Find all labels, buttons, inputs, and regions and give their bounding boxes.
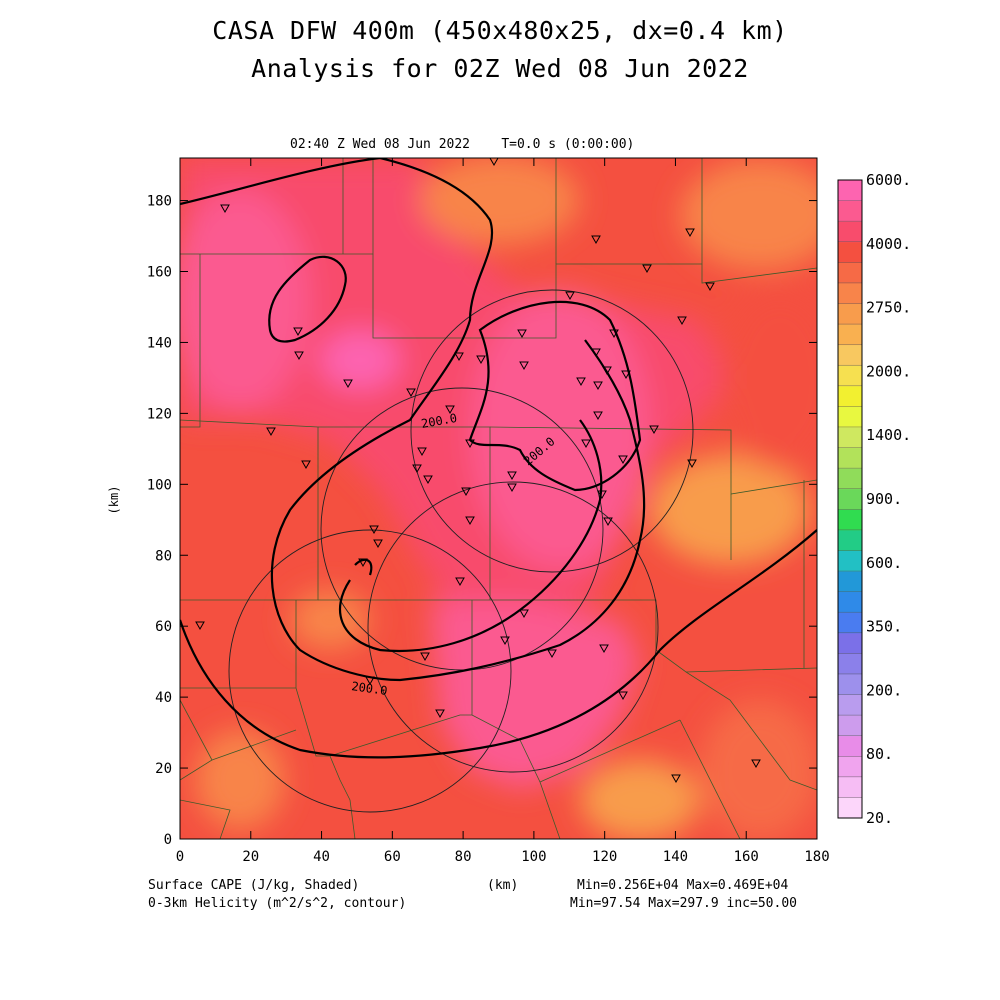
- colorbar-label: 20.: [866, 809, 893, 827]
- cape-region-orange-ne: [420, 158, 580, 245]
- cape-region-orange-ne2: [680, 160, 817, 270]
- footer-left-2: 0-3km Helicity (m^2/s^2, contour): [148, 896, 407, 911]
- colorbar-label: 2750.: [866, 299, 911, 317]
- colorbar-frame: [837, 179, 863, 819]
- y-tick-label: 160: [147, 265, 172, 281]
- x-tick-label: 120: [592, 849, 617, 865]
- cape-region-pink-center: [470, 290, 650, 570]
- footer-right-1: Min=0.256E+04 Max=0.469E+04: [577, 878, 789, 893]
- colorbar-swatch: [838, 756, 862, 778]
- chart-title: CASA DFW 400m (450x480x25, dx=0.4 km): [212, 16, 788, 45]
- colorbar: 20. 80. 200. 350. 600. 900. 1400. 2000. 2750. 400…: [837, 171, 911, 827]
- x-tick-label: 180: [804, 849, 829, 865]
- y-tick-label: 40: [155, 690, 172, 706]
- cape-region-red-east: [720, 290, 817, 470]
- y-tick-label: 60: [155, 619, 172, 635]
- x-tick-label: 20: [242, 849, 259, 865]
- helicity-contour-inner-loop: [354, 558, 373, 576]
- plot-time-label: 02:40 Z Wed 08 Jun 2022 T=0.0 s (0:00:00…: [290, 137, 635, 152]
- colorbar-swatch: [838, 591, 862, 613]
- colorbar-swatch: [838, 221, 862, 243]
- colorbar-label: 80.: [866, 745, 893, 763]
- colorbar-swatch: [838, 282, 862, 304]
- colorbar-label: 1400.: [866, 426, 911, 444]
- x-tick-label: 60: [384, 849, 401, 865]
- cape-field: 200.0 200.0 200.0: [180, 158, 817, 839]
- colorbar-swatch: [838, 632, 862, 654]
- colorbar-swatch: [838, 262, 862, 284]
- cape-region-orange-south: [580, 760, 700, 839]
- y-axis: 0 20 40 60 80 100 120 140 160 180: [147, 194, 817, 848]
- cape-region-south: [430, 600, 640, 790]
- y-axis-label: (km): [107, 486, 121, 515]
- cape-region-pink-west: [180, 190, 310, 410]
- colorbar-swatch: [838, 776, 862, 798]
- x-tick-label: 40: [313, 849, 330, 865]
- colorbar-swatch: [838, 715, 862, 737]
- colorbar-swatch: [838, 653, 862, 675]
- footer-left-1: Surface CAPE (J/kg, Shaded): [148, 878, 360, 893]
- colorbar-swatch: [838, 385, 862, 407]
- colorbar-label: 2000.: [866, 362, 911, 380]
- y-tick-label: 180: [147, 194, 172, 210]
- x-tick-label: 140: [663, 849, 688, 865]
- x-axis: 0 20 40 60 80 100 120 140 160 180: [176, 158, 830, 865]
- colorbar-swatch: [838, 426, 862, 449]
- y-tick-label: 140: [147, 335, 172, 351]
- y-tick-label: 0: [164, 832, 172, 848]
- colorbar-label: 600.: [866, 554, 902, 572]
- plot-frame: [179, 157, 818, 840]
- colorbar-swatch: [838, 241, 862, 263]
- colorbar-swatch: [838, 694, 862, 716]
- cape-region-orange-sw: [195, 730, 285, 830]
- colorbar-label: 4000.: [866, 235, 911, 253]
- colorbar-swatch: [838, 550, 862, 572]
- colorbar-swatch: [838, 529, 862, 551]
- cape-region-orange-east: [650, 455, 810, 565]
- colorbar-swatch: [838, 571, 862, 593]
- colorbar-swatch: [838, 365, 862, 387]
- colorbar-label: 200.: [866, 681, 902, 699]
- helicity-contour-mid: [180, 529, 817, 759]
- footer-center-units: (km): [487, 878, 519, 893]
- colorbar-swatch: [838, 488, 862, 510]
- colorbar-swatch: [838, 180, 862, 202]
- colorbar-swatch: [838, 324, 862, 346]
- helicity-contours: [180, 158, 817, 759]
- chart-subtitle: Analysis for 02Z Wed 08 Jun 2022: [251, 54, 749, 83]
- helicity-contour-west-loop: [268, 255, 347, 343]
- colorbar-swatch: [838, 797, 862, 819]
- x-tick-label: 80: [455, 849, 472, 865]
- colorbar-swatch: [838, 303, 862, 325]
- y-tick-label: 80: [155, 548, 172, 564]
- colorbar-swatch: [838, 468, 862, 490]
- footer-right-2: Min=97.54 Max=297.9 inc=50.00: [570, 896, 797, 911]
- x-tick-label: 0: [176, 849, 184, 865]
- cape-region-red-se: [700, 700, 817, 839]
- colorbar-swatch: [838, 509, 862, 531]
- cape-region-pink-patch: [320, 330, 400, 390]
- colorbar-label: 900.: [866, 490, 902, 508]
- helicity-contour-storm: [468, 300, 642, 492]
- helicity-contour-outer: [180, 158, 646, 682]
- colorbar-swatch: [838, 344, 862, 366]
- colorbar-label: 350.: [866, 618, 902, 636]
- y-tick-label: 100: [147, 477, 172, 493]
- station-markers: [195, 158, 761, 784]
- helicity-contour-label: 200.0: [420, 411, 458, 431]
- x-tick-label: 100: [521, 849, 546, 865]
- colorbar-swatch: [838, 673, 862, 696]
- y-tick-label: 120: [147, 406, 172, 422]
- colorbar-swatch: [838, 447, 862, 469]
- y-tick-label: 20: [155, 761, 172, 777]
- colorbar-swatch: [838, 406, 862, 428]
- colorbar-swatch: [838, 735, 862, 757]
- colorbar-swatch: [838, 612, 862, 634]
- helicity-contour-label: 200.0: [351, 679, 389, 698]
- colorbar-label: 6000.: [866, 171, 911, 189]
- x-tick-label: 160: [734, 849, 759, 865]
- colorbar-swatch: [838, 200, 862, 222]
